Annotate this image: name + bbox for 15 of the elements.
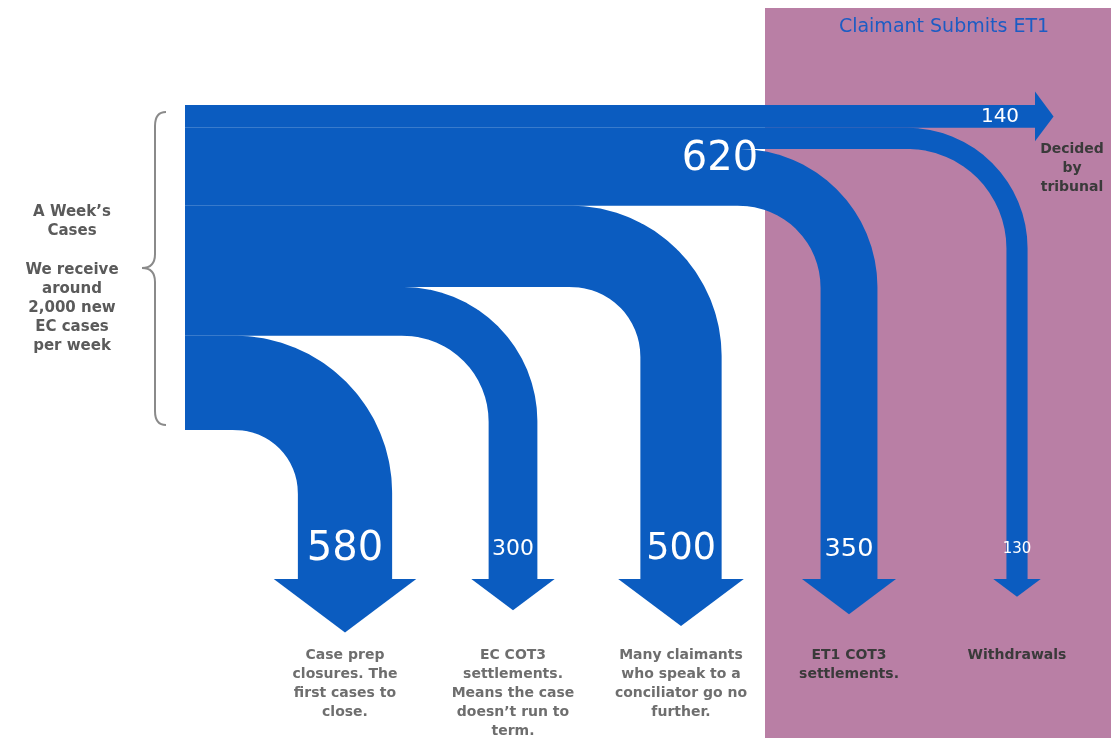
- data-label: 500: [646, 525, 716, 568]
- data-label: 350: [824, 532, 874, 562]
- data-label: 580: [306, 523, 384, 569]
- text: We receive around 2,000 new EC cases per week: [25, 260, 119, 354]
- text: 620: [681, 133, 759, 179]
- category-label: Case prep closures. The first cases to close.: [292, 646, 398, 719]
- category-label: ET1 COT3 settlements.: [799, 646, 899, 681]
- data-label: 140: [980, 103, 1020, 128]
- data-label: 300: [492, 535, 534, 560]
- text: A Week’s Cases: [33, 202, 111, 239]
- category-label: Decided by tribunal: [1040, 140, 1104, 195]
- category-label: Withdrawals: [967, 646, 1067, 662]
- category-label: Many claimants who speak to a conciliator go no further.: [614, 646, 748, 719]
- text: Claimant Submits ET1: [838, 14, 1050, 36]
- category-label: EC COT3 settlements. Means the case doesn’t run to term.: [451, 646, 575, 738]
